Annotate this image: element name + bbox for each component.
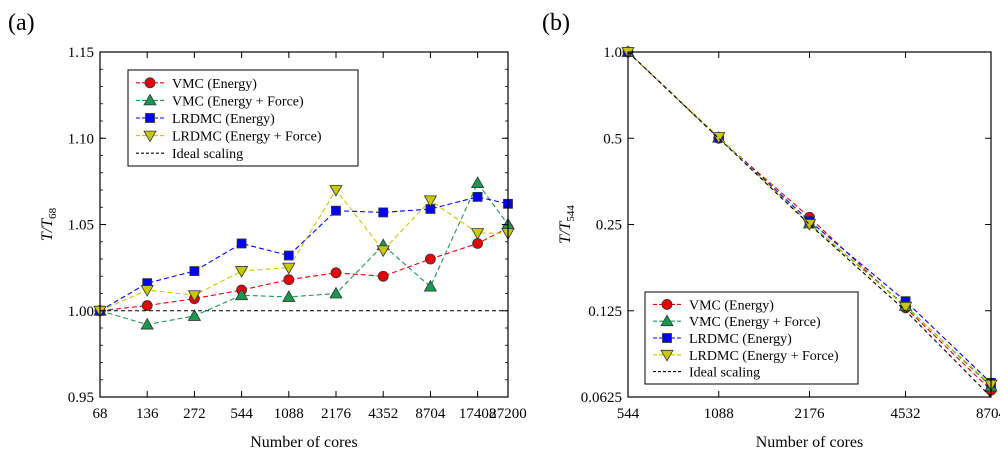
y-axis-title: T/T68 <box>39 207 59 241</box>
y-tick-label: 1.15 <box>68 45 94 61</box>
x-tick-label: 4352 <box>368 406 398 422</box>
y-axis-title-main: T/T <box>557 221 574 244</box>
x-tick-label: 68 <box>93 406 108 422</box>
data-point <box>234 266 249 278</box>
y-tick-label: 1.10 <box>68 131 94 147</box>
x-tick-label: 136 <box>136 406 159 422</box>
y-tick-label: 0.125 <box>588 304 622 320</box>
data-point <box>423 195 438 208</box>
legend-label: VMC (Energy) <box>172 77 257 92</box>
data-point <box>472 238 484 249</box>
data-point <box>329 185 343 197</box>
legend-label: Ideal scaling <box>689 366 760 381</box>
x-tick-label: 8704 <box>976 406 1000 422</box>
data-point <box>423 279 438 292</box>
chart-panel-b: (b) 0.0625 0.125 0.25 0.5 1.0 544 1088 2176 4532 8… <box>542 10 1000 451</box>
x-tick-label: 27200 <box>489 406 527 422</box>
chart-panel-a: (a) 0.95 1.00 1.05 1.10 1.15 68 136 272 544 1088 21… <box>8 10 527 451</box>
data-point <box>283 250 294 261</box>
x-axis-title: Number of cores <box>250 434 358 451</box>
series-line-3 <box>99 189 508 312</box>
data-point <box>282 262 296 275</box>
data-point <box>376 245 390 258</box>
y-axis-title-subscript: 544 <box>565 205 577 222</box>
legend-box <box>127 69 359 167</box>
series-line-1 <box>99 182 509 326</box>
x-tick-label: 272 <box>183 406 206 422</box>
x-tick-label: 4532 <box>891 406 921 422</box>
data-point <box>331 205 341 216</box>
y-axis-title-main: T/T <box>39 218 56 241</box>
data-point <box>472 191 483 202</box>
legend-label: VMC (Energy + Force) <box>689 315 821 330</box>
data-point <box>377 270 389 282</box>
legend: VMC (Energy) VMC (Energy + Force) LRDMC (E… <box>644 291 859 385</box>
legend-label: LRDMC (Energy + Force) <box>689 349 839 364</box>
data-point <box>470 176 485 189</box>
data-point <box>187 290 202 303</box>
x-axis-title: Number of cores <box>756 434 864 451</box>
data-point <box>236 238 247 249</box>
y-axis-title: T/T544 <box>557 205 577 244</box>
data-point <box>470 228 485 240</box>
legend-marker <box>660 314 674 327</box>
y-tick-label: 1.0 <box>603 45 622 61</box>
legend-marker <box>144 77 156 89</box>
legend-label: Ideal scaling <box>172 147 243 162</box>
data-point <box>330 267 342 279</box>
legend-marker <box>143 93 157 106</box>
legend-marker <box>661 298 673 310</box>
y-tick-label: 0.5 <box>603 131 622 147</box>
y-axis-title-subscript: 68 <box>47 207 59 219</box>
data-point <box>282 290 296 302</box>
legend-marker <box>143 130 157 143</box>
data-point <box>378 207 389 218</box>
data-point <box>140 317 154 330</box>
data-point <box>234 288 249 301</box>
data-point <box>189 266 200 276</box>
x-tick-label: 2176 <box>795 406 826 422</box>
legend-marker <box>660 349 674 362</box>
legend-marker <box>145 113 155 123</box>
legend-label: VMC (Energy + Force) <box>172 94 304 109</box>
y-tick-label: 1.00 <box>68 304 94 320</box>
panel-label: (b) <box>542 10 570 36</box>
data-point <box>140 285 154 297</box>
legend-marker <box>662 333 672 343</box>
y-tick-label: 0.0625 <box>581 390 622 406</box>
legend-label: VMC (Energy) <box>689 298 774 313</box>
panel-label: (a) <box>8 10 35 36</box>
x-tick-label: 17408 <box>459 406 497 422</box>
series-line-0 <box>99 227 509 312</box>
data-point <box>187 309 202 321</box>
data-point <box>898 301 913 314</box>
data-point <box>283 274 295 286</box>
x-tick-label: 8704 <box>415 406 446 422</box>
x-tick-label: 544 <box>617 406 640 422</box>
x-tick-label: 2176 <box>321 406 352 422</box>
legend-label: LRDMC (Energy + Force) <box>172 130 322 145</box>
x-tick-label: 1088 <box>704 406 734 422</box>
legend-label: LRDMC (Energy) <box>172 112 275 127</box>
data-point <box>425 253 436 265</box>
y-tick-label: 0.25 <box>596 218 622 234</box>
legend-label: LRDMC (Energy) <box>689 332 792 347</box>
legend: VMC (Energy) VMC (Energy + Force) LRDMC (E… <box>127 69 359 167</box>
data-point <box>141 300 153 311</box>
x-tick-label: 1088 <box>274 406 304 422</box>
x-tick-label: 544 <box>230 406 253 422</box>
data-point <box>329 286 343 299</box>
y-tick-label: 0.95 <box>68 390 94 406</box>
y-tick-label: 1.05 <box>68 218 94 234</box>
